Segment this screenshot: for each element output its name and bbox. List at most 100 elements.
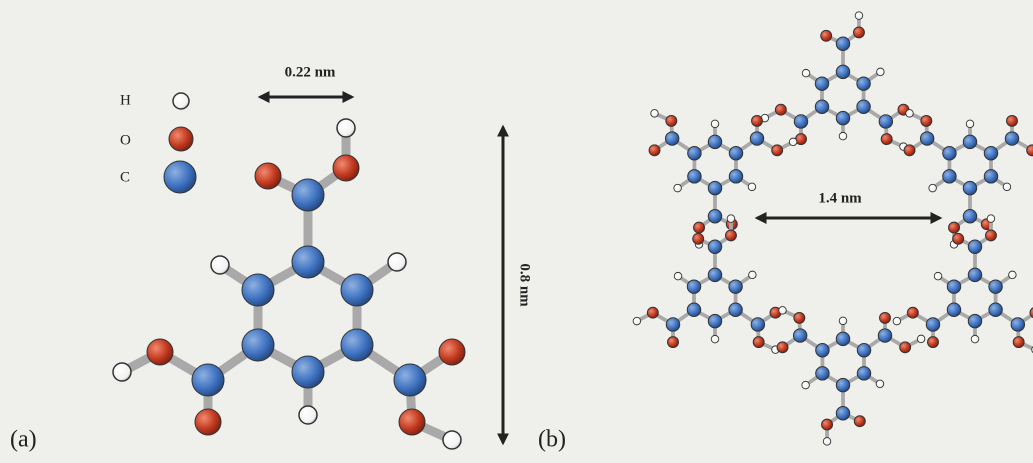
atom <box>987 215 995 223</box>
atom <box>921 115 932 126</box>
atom <box>963 181 976 194</box>
atom <box>854 27 865 38</box>
panel-label: (a) <box>10 427 37 453</box>
atom <box>893 317 901 325</box>
panel-label: (b) <box>538 427 566 453</box>
atom <box>752 115 763 126</box>
atom <box>917 335 925 343</box>
atom <box>394 364 426 396</box>
atom <box>879 115 892 128</box>
atom <box>665 132 678 145</box>
atom <box>211 256 229 274</box>
legend-symbol: O <box>120 132 131 148</box>
atom <box>666 318 679 331</box>
atom <box>341 329 373 361</box>
atom <box>947 280 960 293</box>
atom <box>943 147 956 160</box>
atom <box>147 339 173 365</box>
atom <box>750 132 763 145</box>
atom <box>242 274 274 306</box>
atom <box>920 132 933 145</box>
atom <box>727 215 735 223</box>
atom <box>876 380 884 388</box>
atom <box>1007 115 1018 126</box>
atom <box>1009 271 1017 279</box>
atom <box>729 280 742 293</box>
atom <box>836 378 849 391</box>
atom <box>341 274 373 306</box>
atom <box>708 240 721 253</box>
atom <box>729 303 742 316</box>
atom <box>857 367 870 380</box>
atom <box>857 100 870 113</box>
height-label: 0.8 nm <box>517 263 533 307</box>
atom <box>822 419 833 430</box>
atom <box>928 337 939 348</box>
atom <box>1005 132 1018 145</box>
atom <box>694 222 705 233</box>
atom <box>794 312 805 323</box>
atom <box>647 307 658 318</box>
atom <box>815 100 828 113</box>
atom <box>968 314 981 327</box>
atom <box>674 272 682 280</box>
atom <box>688 147 701 160</box>
atom <box>943 170 956 183</box>
atom <box>929 184 937 192</box>
atom <box>984 170 997 183</box>
atom <box>989 280 1002 293</box>
atom <box>881 134 892 145</box>
atom <box>836 37 849 50</box>
atom <box>751 318 764 331</box>
atom <box>907 307 918 318</box>
atom <box>1011 318 1024 331</box>
atom <box>443 431 461 449</box>
atom <box>793 329 806 342</box>
atom <box>333 155 359 181</box>
atom <box>966 120 974 128</box>
atom <box>729 170 742 183</box>
atom <box>900 342 911 353</box>
atom <box>674 184 682 192</box>
atom <box>906 110 914 118</box>
atom <box>794 115 807 128</box>
figure: H O C 0.22 nm 0.8 nm 1.4 nm (a) (b) <box>0 0 1033 463</box>
atom <box>439 339 465 365</box>
atom <box>708 181 721 194</box>
atom <box>971 335 979 343</box>
atom <box>292 356 324 388</box>
atom <box>775 104 786 115</box>
legend-atom <box>169 127 193 151</box>
atom <box>857 77 870 90</box>
atom <box>299 406 317 424</box>
atom <box>633 317 641 325</box>
atom <box>777 342 788 353</box>
atom <box>836 111 849 124</box>
atom <box>836 65 849 78</box>
atom <box>821 30 832 41</box>
atom <box>711 335 719 343</box>
atom <box>708 268 721 281</box>
atom <box>687 303 700 316</box>
atom <box>880 312 891 323</box>
atom <box>986 230 997 241</box>
atom <box>1013 337 1024 348</box>
atom <box>836 332 849 345</box>
atom <box>729 147 742 160</box>
atom <box>963 135 976 148</box>
atom <box>1027 145 1033 156</box>
atom <box>878 329 891 342</box>
atom <box>949 222 960 233</box>
atom <box>337 119 355 137</box>
atom <box>968 240 981 253</box>
atom <box>711 120 719 128</box>
atom <box>802 69 810 77</box>
legend-symbol: C <box>120 169 130 185</box>
atom <box>649 145 660 156</box>
atom <box>687 280 700 293</box>
atom <box>668 337 679 348</box>
atom <box>789 138 797 146</box>
atom <box>708 210 721 223</box>
atom <box>934 272 942 280</box>
atom <box>823 438 831 446</box>
